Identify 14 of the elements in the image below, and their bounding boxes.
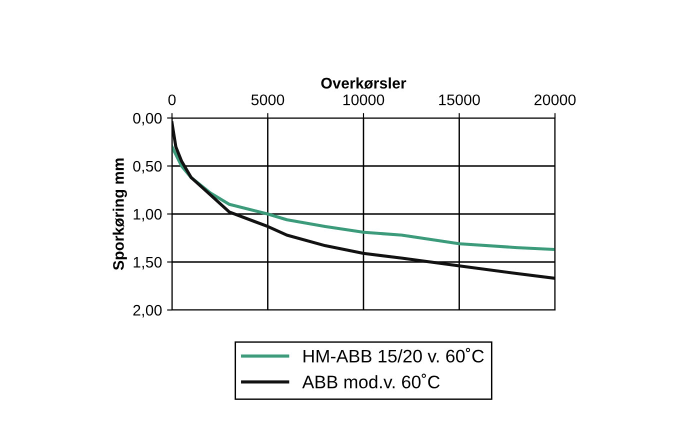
x-tick-label: 0 (168, 94, 176, 106)
x-tick-label: 20000 (534, 94, 576, 106)
y-tick-label: 1,50 (134, 256, 162, 270)
y-tick-label: 0,00 (133, 112, 162, 126)
x-tick-label: 5000 (251, 94, 284, 106)
x-axis-title: Overkørsler (321, 77, 406, 89)
legend-label: ABB mod.v. 60˚C (302, 374, 440, 388)
y-tick-label: 2,00 (133, 304, 162, 318)
y-axis-title: Sporkøring mm (112, 158, 127, 270)
x-tick-label: 10000 (343, 94, 384, 106)
x-tick-label: 15000 (439, 94, 480, 106)
y-tick-label: 0,50 (133, 160, 162, 174)
y-tick-label: 1,00 (134, 208, 162, 222)
legend-label: HM-ABB 15/20 v. 60˚C (304, 348, 484, 363)
